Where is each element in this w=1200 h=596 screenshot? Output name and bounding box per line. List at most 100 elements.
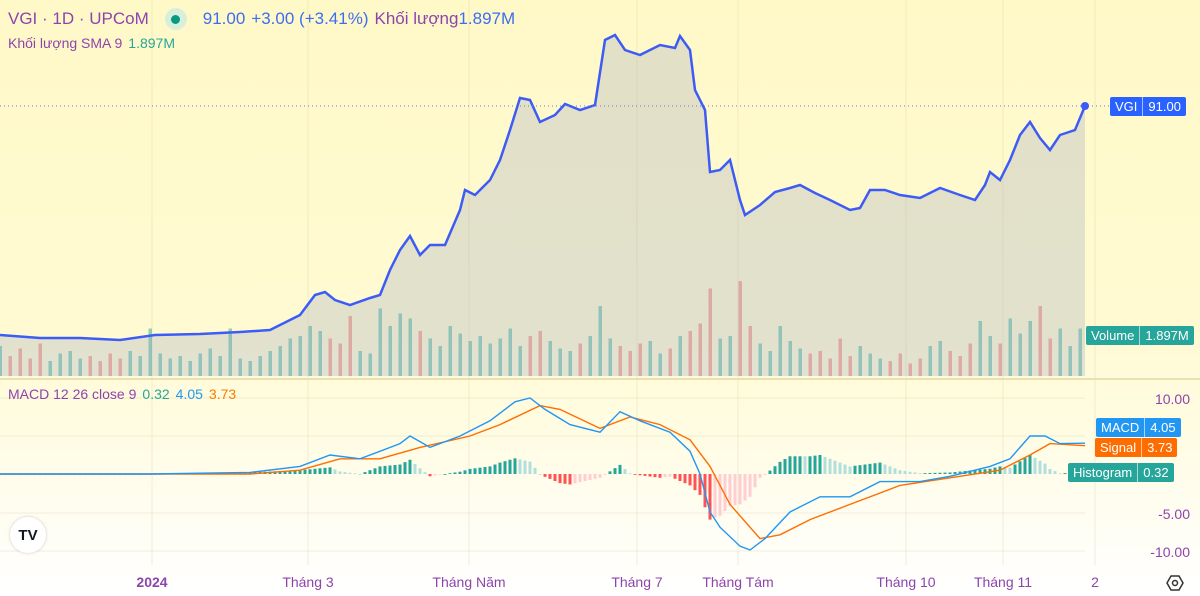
histogram-bar — [813, 455, 817, 474]
tradingview-logo[interactable]: TV — [10, 517, 46, 553]
histogram-bar — [808, 456, 812, 474]
volume-bar — [648, 341, 652, 376]
volume-bar — [208, 348, 212, 376]
histogram-bar — [488, 466, 492, 474]
histogram-bar — [353, 473, 357, 475]
macd-tag: MACD 4.05 — [1096, 418, 1181, 437]
histogram-bar — [743, 474, 747, 501]
volume-bar — [0, 346, 2, 376]
histogram-bar — [548, 474, 552, 479]
histogram-bar — [608, 471, 612, 474]
histogram-bar — [858, 465, 862, 474]
histogram-bar — [1008, 467, 1012, 474]
volume-bar — [318, 331, 322, 376]
histogram-bar — [478, 467, 482, 474]
histogram-bar — [428, 474, 432, 477]
histogram-bar — [443, 474, 447, 475]
volume-bar — [1068, 346, 1072, 376]
histogram-bar — [588, 474, 592, 481]
volume-label: Khối lượng — [374, 9, 459, 28]
volume-bar — [508, 328, 512, 376]
histogram-bar — [898, 470, 902, 474]
signal-tag: Signal 3.73 — [1095, 438, 1178, 457]
volume-bar — [218, 356, 222, 376]
market-status-icon[interactable] — [164, 8, 187, 30]
volume-bar — [308, 326, 312, 376]
volume-bar — [768, 351, 772, 376]
histogram-bar — [623, 469, 627, 474]
volume-bar — [1048, 338, 1052, 376]
macd-legend-label[interactable]: MACD 12 26 close 9 — [8, 386, 137, 402]
histogram-bar — [723, 474, 727, 512]
histogram-bar — [1038, 460, 1042, 474]
volume-bar — [918, 358, 922, 376]
volume-bar — [38, 343, 42, 376]
volume-bar — [658, 353, 662, 376]
volume-bar — [518, 346, 522, 376]
volume-bar — [598, 306, 602, 376]
histogram-bar — [718, 474, 722, 516]
volume-bar — [408, 318, 412, 376]
histogram-bar — [683, 474, 687, 484]
histogram-bar — [728, 474, 732, 507]
volume-bar — [618, 346, 622, 376]
volume-bar — [608, 338, 612, 376]
histogram-bar — [1028, 455, 1032, 474]
histogram-bar — [498, 462, 502, 474]
histogram-bar — [638, 474, 642, 476]
histogram-bar — [373, 468, 377, 474]
volume-bar — [818, 351, 822, 376]
settings-icon[interactable] — [1166, 574, 1184, 592]
macd-line — [0, 397, 1086, 551]
histogram-bar — [468, 468, 472, 474]
histogram-bar — [533, 467, 537, 474]
histogram-bar — [578, 474, 582, 483]
histogram-bar — [398, 464, 402, 474]
volume-bar — [708, 288, 712, 376]
last-price-dot — [1081, 102, 1089, 110]
histogram-bar — [933, 472, 937, 474]
price-tag-name: VGI — [1115, 99, 1138, 114]
histogram-bar — [388, 465, 392, 474]
histogram-bar — [938, 472, 942, 474]
histogram-bar — [308, 469, 312, 474]
histogram-bar — [708, 474, 712, 520]
volume-bar — [88, 356, 92, 376]
histogram-bar — [613, 468, 617, 474]
y-tick-label: 10.00 — [1154, 391, 1190, 407]
volume-tag: Volume 1.897M — [1086, 326, 1194, 345]
volume-bar — [198, 353, 202, 376]
volume-bar — [498, 338, 502, 376]
x-tick-label: 2024 — [136, 574, 168, 590]
histogram-bar — [958, 471, 962, 474]
price-tag-value: 91.00 — [1142, 97, 1186, 116]
histogram-bar — [358, 474, 362, 475]
histogram-bar — [538, 474, 542, 475]
volume-bar — [278, 346, 282, 376]
symbol-title[interactable]: VGI · 1D · UPCoM — [8, 9, 149, 28]
histogram-bar — [1058, 473, 1062, 475]
price-change: +3.00 (+3.41%) — [251, 9, 369, 28]
histogram-bar — [663, 474, 667, 478]
macd-tag-value: 4.05 — [1144, 418, 1180, 437]
volume-bar — [358, 351, 362, 376]
sma-label[interactable]: Khối lượng SMA 9 — [8, 35, 123, 51]
x-tick-label: Tháng 11 — [973, 574, 1033, 590]
histogram-bar — [653, 474, 657, 478]
histogram-tag-name: Histogram — [1073, 465, 1133, 480]
histogram-bar — [788, 456, 792, 474]
volume-bar — [1018, 333, 1022, 376]
histogram-bar — [923, 473, 927, 474]
histogram-bar — [473, 468, 477, 474]
volume-bar — [148, 328, 152, 376]
histogram-bar — [698, 474, 702, 495]
histogram-bar — [1063, 473, 1067, 474]
volume-bar — [1008, 318, 1012, 376]
volume-bar — [868, 353, 872, 376]
volume-bar — [488, 343, 492, 376]
volume-bar — [188, 361, 192, 376]
macd-legend: MACD 12 26 close 9 0.32 4.05 3.73 — [8, 386, 236, 402]
volume-bar — [528, 336, 532, 376]
histogram-bar — [508, 459, 512, 474]
